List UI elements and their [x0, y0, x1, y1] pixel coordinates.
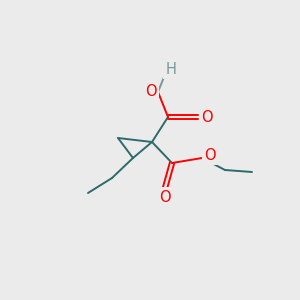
Text: H: H	[166, 61, 176, 76]
Text: O: O	[204, 148, 216, 163]
Text: O: O	[159, 190, 171, 205]
Text: O: O	[201, 110, 213, 124]
Text: O: O	[145, 85, 157, 100]
